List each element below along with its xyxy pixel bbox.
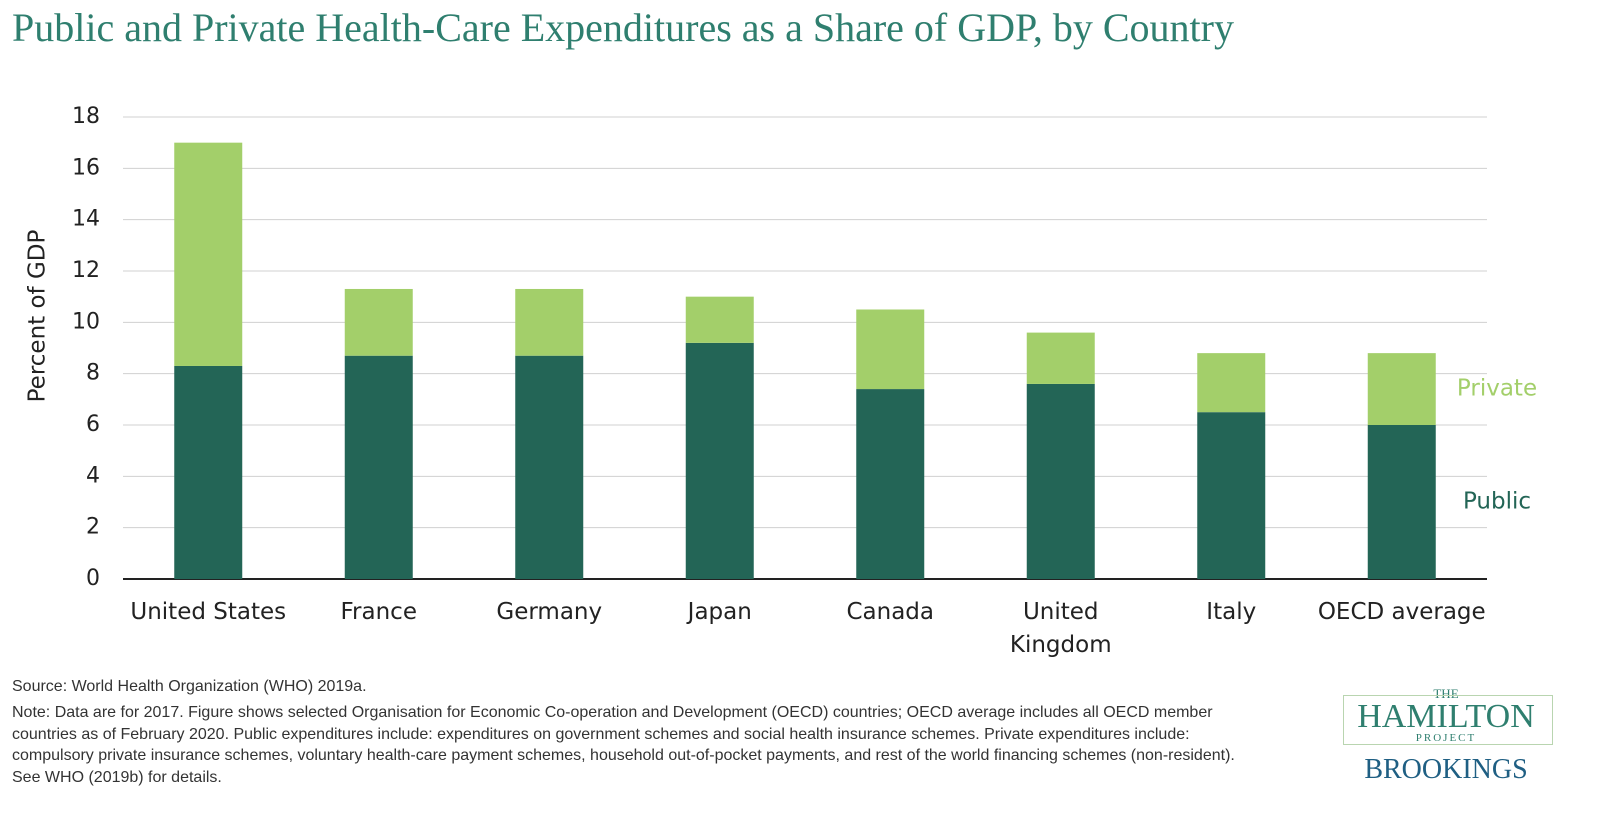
logo-the: THE [1433,686,1459,701]
chart-title: Public and Private Health-Care Expenditu… [12,5,1234,50]
bar-segment [344,355,413,579]
bar-segment [685,296,754,343]
bar-segment [685,342,754,579]
note: Note: Data are for 2017. Figure shows se… [12,704,1235,786]
bar-segment [344,288,413,356]
y-tick-label: 10 [72,309,100,334]
logo-hamilton: HAMILTON [1357,698,1535,735]
x-tick-label: OECD average [1317,599,1486,625]
x-tick-label: France [340,599,417,625]
bar-segment [174,365,243,579]
bar-segment [174,142,243,366]
y-tick-label: 0 [86,566,100,591]
y-axis-label: Percent of GDP [25,230,51,403]
bar-segment [515,288,584,356]
bar-segment [515,355,584,579]
logo-brookings: BROOKINGS [1364,754,1528,785]
y-tick-label: 12 [72,258,100,283]
bar-segment [856,389,925,579]
bar-segment [1367,353,1436,425]
bar-segment [1026,332,1095,384]
bar-segment [1367,425,1436,579]
bar-segment [1197,353,1266,413]
x-tick-label: Canada [846,599,935,625]
x-tick-label: United States [130,599,287,625]
bar-segment [856,309,925,390]
logo-project: PROJECT [1415,732,1477,744]
x-tick-label: United Kingdom [1009,599,1112,658]
y-tick-label: 4 [86,463,100,488]
y-tick-label: 14 [72,207,100,232]
x-tick-label: Japan [687,599,752,625]
x-tick-label: Germany [496,599,603,625]
source: Source: World Health Organization (WHO) … [12,678,367,695]
x-tick-label: Italy [1206,599,1257,625]
y-tick-label: 8 [86,361,100,386]
y-tick-label: 16 [72,155,100,180]
y-tick-label: 6 [86,412,100,437]
bar-segment [1197,412,1266,579]
logo-box [1343,695,1553,745]
bar-segment [1026,383,1095,579]
legend-label: Public [1463,489,1531,515]
y-tick-label: 2 [86,515,100,540]
legend-label: Private [1457,376,1537,402]
y-tick-label: 18 [72,104,100,129]
